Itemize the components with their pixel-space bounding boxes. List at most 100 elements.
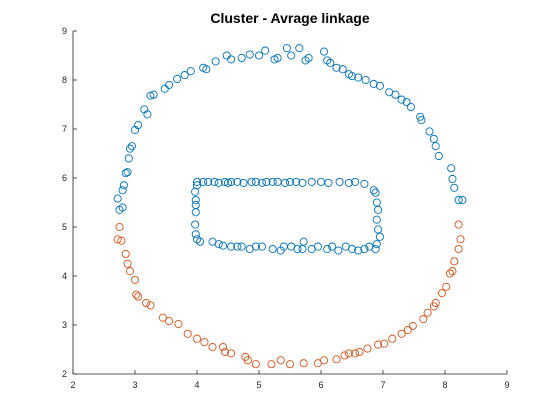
x-tick-label: 3 bbox=[132, 380, 137, 390]
data-point-series-2 bbox=[333, 356, 340, 363]
data-point-series-1 bbox=[430, 135, 437, 142]
data-point-series-2 bbox=[252, 361, 259, 368]
data-point-series-1 bbox=[407, 103, 414, 110]
data-point-series-1 bbox=[342, 243, 349, 250]
data-point-series-2 bbox=[455, 245, 462, 252]
data-point-series-1 bbox=[376, 82, 383, 89]
data-point-series-2 bbox=[126, 268, 133, 275]
data-point-series-1 bbox=[426, 128, 433, 135]
data-point-series-1 bbox=[308, 245, 315, 252]
data-point-series-1 bbox=[219, 242, 226, 249]
y-tick-label: 4 bbox=[62, 271, 67, 281]
x-tick-label: 5 bbox=[256, 380, 261, 390]
data-point-series-2 bbox=[147, 302, 154, 309]
data-point-series-2 bbox=[286, 361, 293, 368]
data-point-series-2 bbox=[184, 330, 191, 337]
data-point-series-1 bbox=[192, 231, 199, 238]
data-point-series-1 bbox=[192, 221, 199, 228]
y-tick-label: 3 bbox=[62, 320, 67, 330]
y-tick-label: 6 bbox=[62, 173, 67, 183]
data-point-series-2 bbox=[143, 299, 150, 306]
data-point-series-2 bbox=[135, 293, 142, 300]
axes: 2 3 4 5 6 7 8 9 2 3 4 5 6 7 8 9 bbox=[62, 26, 510, 390]
data-point-series-1 bbox=[125, 155, 132, 162]
x-tick-label: 8 bbox=[442, 380, 447, 390]
data-point-series-1 bbox=[283, 45, 290, 52]
data-point-series-1 bbox=[325, 179, 332, 186]
data-point-series-2 bbox=[277, 357, 284, 364]
data-point-series-2 bbox=[175, 320, 182, 327]
data-point-series-1 bbox=[238, 243, 245, 250]
data-point-series-2 bbox=[116, 223, 123, 230]
data-point-series-1 bbox=[248, 178, 255, 185]
data-point-series-1 bbox=[120, 182, 127, 189]
data-point-series-1 bbox=[370, 187, 377, 194]
x-tick-label: 2 bbox=[70, 380, 75, 390]
data-point-series-1 bbox=[361, 180, 368, 187]
data-point-series-1 bbox=[161, 85, 168, 92]
data-point-series-1 bbox=[296, 45, 303, 52]
data-point-series-2 bbox=[133, 291, 140, 298]
data-point-series-1 bbox=[212, 58, 219, 65]
x-tick-label: 4 bbox=[194, 380, 199, 390]
data-point-series-1 bbox=[114, 195, 121, 202]
data-point-series-1 bbox=[373, 216, 380, 223]
data-point-series-1 bbox=[166, 81, 173, 88]
data-point-series-2 bbox=[443, 283, 450, 290]
data-point-series-1 bbox=[372, 189, 379, 196]
data-point-series-1 bbox=[246, 245, 253, 252]
data-point-series-2 bbox=[457, 236, 464, 243]
data-point-series-1 bbox=[317, 178, 324, 185]
chart-title: Cluster - Avrage linkage bbox=[210, 10, 369, 26]
data-point-series-1 bbox=[274, 178, 281, 185]
data-point-series-2 bbox=[193, 335, 200, 342]
data-point-series-1 bbox=[128, 143, 135, 150]
data-point-series-2 bbox=[389, 335, 396, 342]
data-point-series-1 bbox=[362, 76, 369, 83]
data-point-series-2 bbox=[321, 357, 328, 364]
data-point-series-1 bbox=[209, 238, 216, 245]
data-point-series-2 bbox=[424, 309, 431, 316]
y-tick-label: 9 bbox=[62, 26, 67, 36]
data-point-series-2 bbox=[455, 221, 462, 228]
data-point-series-1 bbox=[288, 52, 295, 59]
data-point-series-1 bbox=[228, 56, 235, 63]
data-point-series-2 bbox=[124, 260, 131, 267]
data-point-series-2 bbox=[409, 322, 416, 329]
data-point-series-1 bbox=[281, 179, 288, 186]
data-point-series-2 bbox=[131, 276, 138, 283]
data-point-series-2 bbox=[341, 352, 348, 359]
data-point-series-1 bbox=[288, 243, 295, 250]
y-tick-label: 5 bbox=[62, 222, 67, 232]
y-tick-label: 8 bbox=[62, 75, 67, 85]
data-point-series-1 bbox=[246, 51, 253, 58]
y-tick-label: 2 bbox=[62, 369, 67, 379]
data-point-series-1 bbox=[269, 245, 276, 252]
data-point-series-1 bbox=[435, 152, 442, 159]
data-point-series-2 bbox=[268, 361, 275, 368]
data-point-series-1 bbox=[451, 184, 458, 191]
data-point-series-2 bbox=[209, 343, 216, 350]
data-point-series-1 bbox=[119, 187, 126, 194]
data-point-series-1 bbox=[321, 48, 328, 55]
data-point-series-1 bbox=[336, 178, 343, 185]
data-point-series-1 bbox=[255, 52, 262, 59]
data-point-series-2 bbox=[122, 250, 129, 257]
data-point-series-2 bbox=[166, 317, 173, 324]
data-point-series-1 bbox=[187, 68, 194, 75]
data-point-series-1 bbox=[448, 165, 455, 172]
data-point-series-1 bbox=[262, 47, 269, 54]
data-points bbox=[114, 45, 466, 368]
data-point-series-1 bbox=[392, 91, 399, 98]
data-point-series-2 bbox=[219, 343, 226, 350]
data-point-series-2 bbox=[201, 339, 208, 346]
data-point-series-1 bbox=[174, 75, 181, 82]
data-point-series-1 bbox=[374, 226, 381, 233]
data-point-series-1 bbox=[192, 209, 199, 216]
x-tick-label: 9 bbox=[504, 380, 509, 390]
data-point-series-2 bbox=[356, 348, 363, 355]
x-tick-label: 6 bbox=[318, 380, 323, 390]
data-point-series-1 bbox=[374, 206, 381, 213]
data-point-series-1 bbox=[238, 54, 245, 61]
